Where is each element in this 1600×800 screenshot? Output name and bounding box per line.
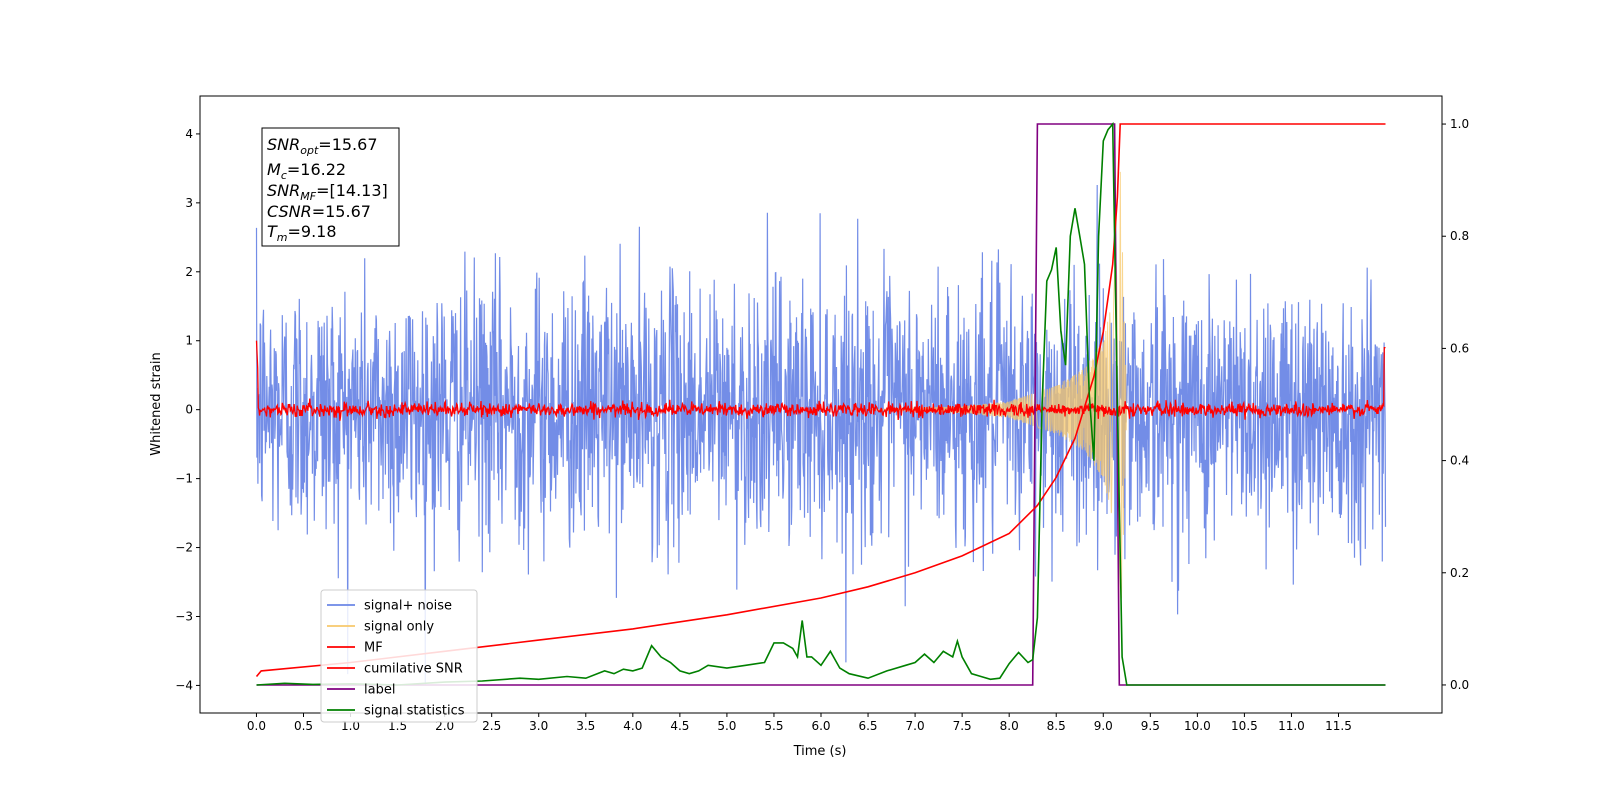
x-tick-label: 5.5 [764,719,783,733]
info-csnr: CSNR=15.67 [267,202,371,221]
x-tick-label: 9.0 [1094,719,1113,733]
x-tick-label: 7.0 [906,719,925,733]
legend-label: signal only [364,620,434,635]
y-tick-label: −1 [175,472,193,486]
x-tick-label: 6.0 [811,719,830,733]
legend: signal+ noise signal only MF cumilative SNR… [320,589,478,723]
series-signal-noise [255,184,1387,685]
series-signal-statistics [256,121,1386,686]
y2-tick-label: 1.0 [1450,117,1469,131]
y-tick-label: 4 [185,127,193,141]
legend-label: signal+ noise [364,599,452,614]
x-tick-label: 10.5 [1231,719,1258,733]
x-tick-label: 11.5 [1325,719,1352,733]
series-mf [255,340,1386,421]
x-tick-label: 10.0 [1184,719,1211,733]
legend-label: cumilative SNR [364,662,463,677]
info-snr-opt: SNRopt=15.67 [267,135,378,157]
info-tm: Tm=9.18 [267,222,337,244]
x-tick-label: 8.0 [1000,719,1019,733]
y-tick-label: −4 [175,678,193,692]
x-tick-label: 6.5 [858,719,877,733]
x-tick-label: 7.5 [953,719,972,733]
y-tick-label: 3 [185,196,193,210]
x-tick-label: 5.0 [717,719,736,733]
y-tick-label: −3 [175,609,193,623]
y-axis-left: 4 3 2 1 0 −1 −2 −3 −4 [175,127,200,692]
y2-tick-label: 0.0 [1450,678,1469,692]
info-box: SNRopt=15.67 Mc=16.22 SNRMF=[14.13] CSNR… [261,127,400,247]
legend-frame [320,589,478,723]
x-tick-label: 11.0 [1278,719,1305,733]
y-tick-label: 1 [185,334,193,348]
x-tick-label: 4.5 [670,719,689,733]
y-tick-label: 0 [185,403,193,417]
x-tick-label: 2.5 [482,719,501,733]
y2-tick-label: 0.4 [1450,454,1469,468]
y-axis-right: 1.0 0.8 0.6 0.4 0.2 0.0 [1442,117,1469,692]
info-snr-mf: SNRMF=[14.13] [267,181,388,203]
info-box-frame [261,127,400,247]
legend-label: MF [364,641,383,656]
x-tick-label: 3.0 [529,719,548,733]
legend-label: signal statistics [364,704,465,719]
x-tick-label: 3.5 [576,719,595,733]
y2-tick-label: 0.6 [1450,341,1469,355]
info-chirp-mass: Mc=16.22 [267,160,346,182]
y2-tick-label: 0.2 [1450,566,1469,580]
legend-label: label [364,683,395,698]
x-tick-label: 9.5 [1141,719,1160,733]
y-tick-label: −2 [175,541,193,555]
x-tick-label: 0.0 [247,719,266,733]
x-tick-label: 0.5 [294,719,313,733]
y2-tick-label: 0.8 [1450,229,1469,243]
y-tick-label: 2 [185,265,193,279]
x-tick-label: 4.0 [623,719,642,733]
x-axis-label: Time (s) [793,744,847,759]
y-axis-label: Whitened strain [149,352,164,455]
x-tick-label: 8.5 [1047,719,1066,733]
series-layer [255,121,1387,686]
